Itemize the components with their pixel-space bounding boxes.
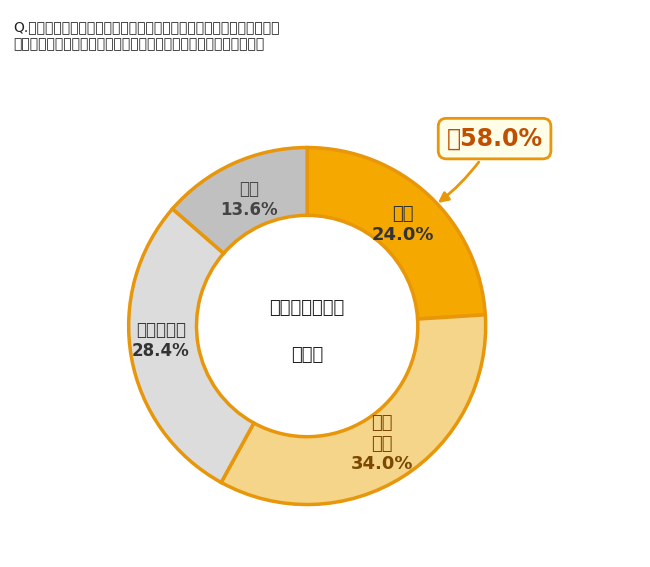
- Text: 計58.0%: 計58.0%: [440, 126, 543, 201]
- Text: ない
13.6%: ない 13.6%: [220, 180, 278, 219]
- Wedge shape: [221, 315, 486, 505]
- Wedge shape: [307, 147, 486, 319]
- Text: 経験率: 経験率: [291, 345, 323, 363]
- Text: ある
24.0%: ある 24.0%: [371, 205, 434, 244]
- Wedge shape: [129, 209, 254, 483]
- Text: 『寒暖差疲労』: 『寒暖差疲労』: [270, 299, 344, 317]
- Text: 「体調の変化」を感じたことはありますか？（単数回答選択式）: 「体調の変化」を感じたことはありますか？（単数回答選択式）: [13, 37, 265, 51]
- Text: あまりない
28.4%: あまりない 28.4%: [132, 321, 190, 359]
- Wedge shape: [172, 147, 307, 253]
- Text: やや
ある
34.0%: やや ある 34.0%: [350, 414, 413, 473]
- Text: Q.冬場の気温の変化や、屋内と屋外の温度差などの影響で「疲れ」や: Q.冬場の気温の変化や、屋内と屋外の温度差などの影響で「疲れ」や: [13, 20, 280, 34]
